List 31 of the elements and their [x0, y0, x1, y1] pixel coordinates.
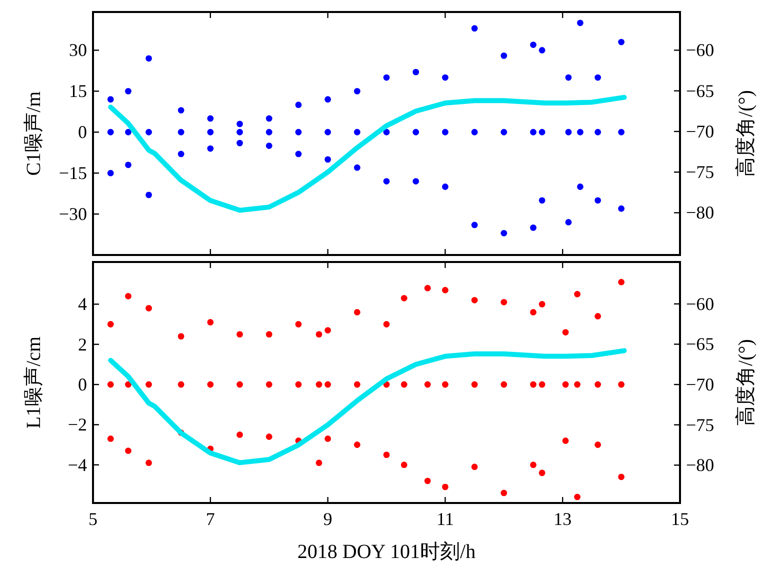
y-tick-label: −30 — [58, 204, 87, 224]
x-tick-label: 13 — [554, 509, 572, 529]
x-axis-title: 2018 DOY 101时刻/h — [297, 541, 476, 563]
y2-tick-label: −65 — [686, 80, 714, 101]
x-tick-label: 5 — [88, 509, 98, 529]
y-tick-label: −4 — [68, 454, 87, 475]
y-tick-label: −15 — [58, 163, 87, 184]
y2-tick-label: −75 — [686, 414, 714, 435]
x-tick-label: 11 — [436, 509, 454, 529]
y2-axis-title: 高度角/(°) — [734, 339, 757, 426]
y-tick-label: 0 — [78, 122, 87, 142]
y2-tick-label: −60 — [686, 40, 714, 60]
y2-tick-label: −65 — [686, 334, 714, 354]
x-tick-label: 9 — [323, 509, 332, 529]
y2-axis-title: 高度角/(°) — [734, 90, 757, 177]
y2-tick-label: −80 — [686, 202, 714, 223]
y-axis-title: C1噪声/m — [23, 90, 45, 176]
y-tick-label: 0 — [78, 374, 87, 395]
x-tick-label: 15 — [671, 509, 689, 529]
y2-tick-label: −60 — [686, 294, 714, 314]
y-tick-label: 15 — [69, 81, 87, 102]
x-tick-label: 7 — [206, 509, 215, 529]
y-tick-label: 30 — [69, 40, 87, 60]
y-tick-label: −2 — [68, 414, 87, 435]
y-tick-label: 4 — [78, 294, 87, 314]
y2-tick-label: −80 — [686, 455, 714, 476]
y-tick-label: 2 — [78, 334, 87, 354]
y2-tick-label: −75 — [686, 162, 714, 182]
y2-tick-label: −70 — [686, 121, 714, 142]
y2-tick-label: −70 — [686, 374, 714, 395]
y-axis-title: L1噪声/cm — [23, 336, 45, 429]
